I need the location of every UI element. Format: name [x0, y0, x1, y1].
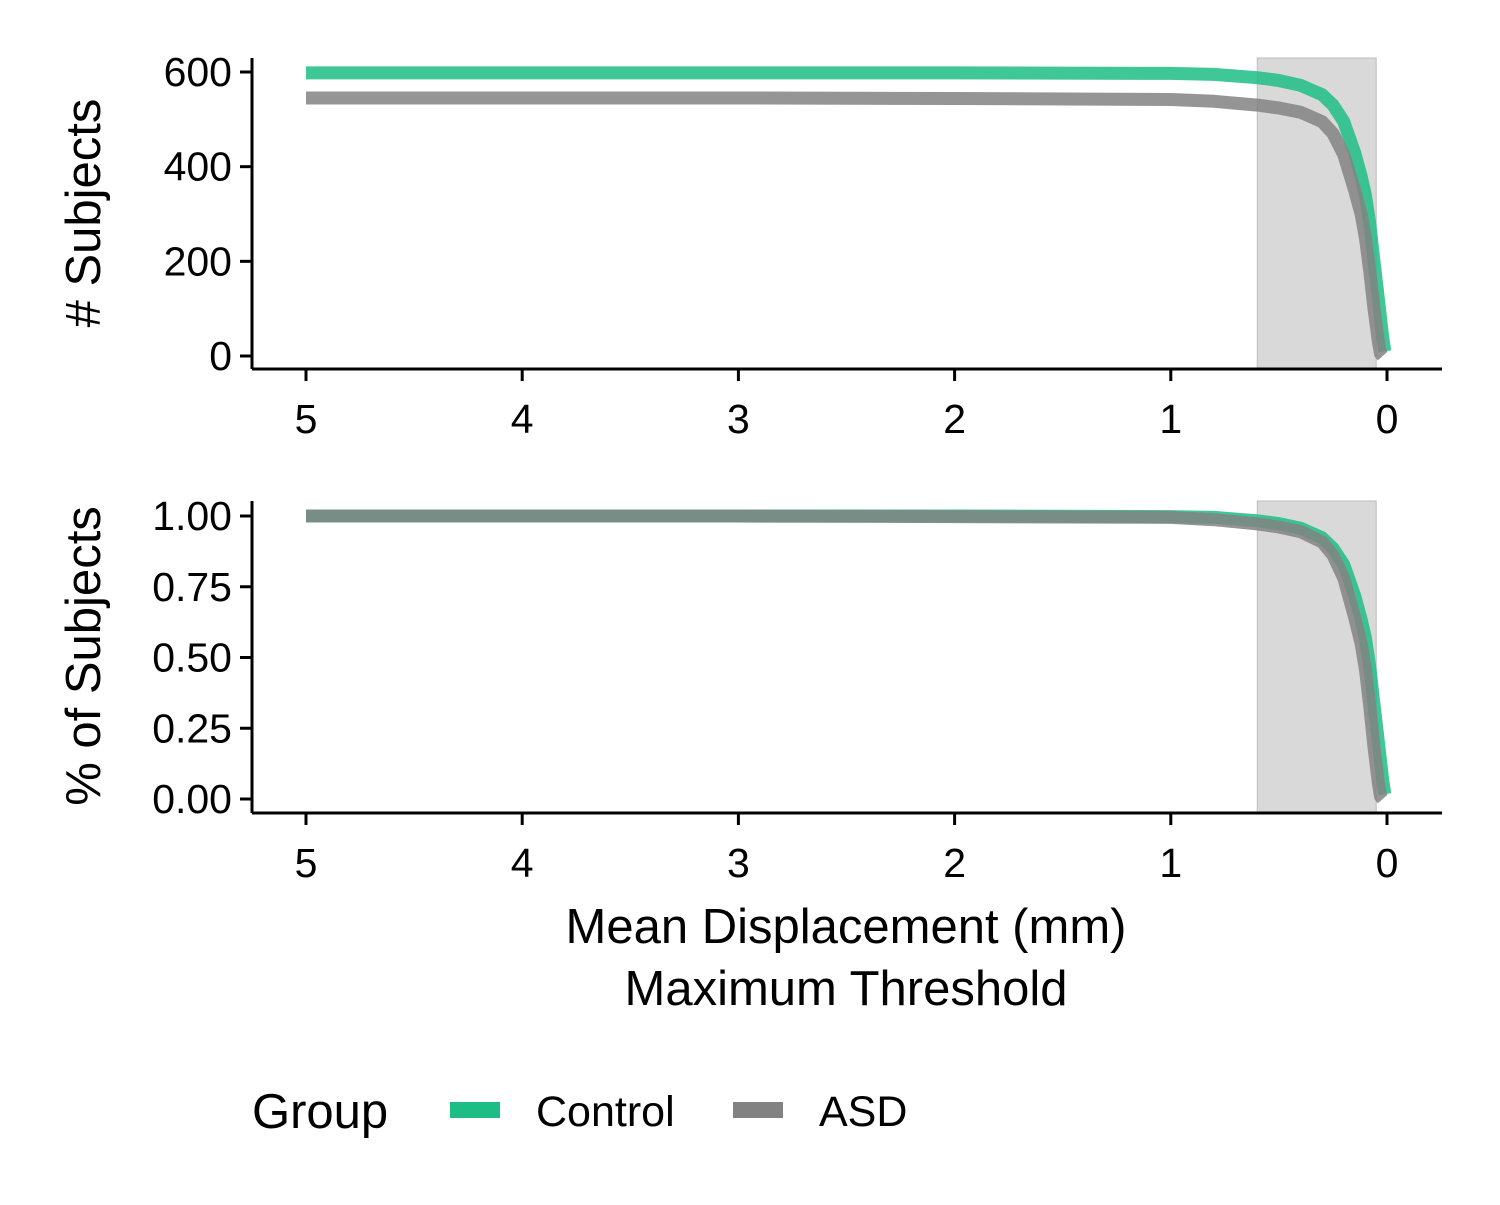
- x-tick-label: 5: [295, 840, 318, 886]
- x-tick-label: 0: [1376, 840, 1399, 886]
- legend-label-control: Control: [536, 1088, 675, 1136]
- y-tick-label: 0.25: [152, 705, 232, 751]
- y-tick-label: 0: [209, 333, 232, 379]
- highlight-band: [1256, 500, 1377, 814]
- legend-key-asd: [733, 1102, 783, 1118]
- legend-key-control: [450, 1102, 500, 1118]
- x-tick-label: 3: [727, 396, 750, 442]
- y-tick-label: 400: [164, 144, 232, 190]
- series-line-control: [306, 509, 1392, 796]
- legend-item-asd: ASD: [733, 1088, 907, 1136]
- x-tick-label: 4: [511, 396, 534, 442]
- bottom-panel-percent: 0.00 0.25 0.50 0.75 1.00 5 4 3 2 1 0 % of Subjects M…: [57, 493, 1442, 1016]
- x-tick-label: 5: [295, 396, 318, 442]
- x-tick-label: 4: [511, 840, 534, 886]
- x-tick-label: 2: [943, 840, 966, 886]
- y-axis-title: % of Subjects: [57, 506, 111, 806]
- legend-title: Group: [252, 1085, 388, 1139]
- top-panel-count: 0 200 400 600 5 4 3 2 1 0 # Subjects: [57, 49, 1442, 442]
- series-line-asd: [306, 91, 1388, 361]
- series-line-asd: [306, 509, 1388, 804]
- x-tick-label: 0: [1376, 396, 1399, 442]
- x-tick-label: 1: [1159, 840, 1182, 886]
- x-axis-title-line: Maximum Threshold: [625, 962, 1068, 1016]
- y-axis-title: # Subjects: [57, 99, 111, 328]
- y-tick-label: 200: [164, 238, 232, 284]
- y-tick-label: 0.75: [152, 564, 232, 610]
- y-tick-label: 600: [164, 49, 232, 95]
- legend-item-control: Control: [450, 1088, 675, 1136]
- legend: Group Control ASD: [252, 1085, 907, 1139]
- x-axis-title-line: Mean Displacement (mm): [566, 900, 1127, 954]
- series-line-control: [306, 66, 1392, 353]
- y-tick-label: 1.00: [152, 493, 232, 539]
- legend-label-asd: ASD: [819, 1088, 907, 1136]
- x-tick-label: 3: [727, 840, 750, 886]
- x-tick-label: 2: [943, 396, 966, 442]
- y-tick-label: 0.50: [152, 635, 232, 681]
- x-tick-label: 1: [1159, 396, 1182, 442]
- y-tick-label: 0.00: [152, 776, 232, 822]
